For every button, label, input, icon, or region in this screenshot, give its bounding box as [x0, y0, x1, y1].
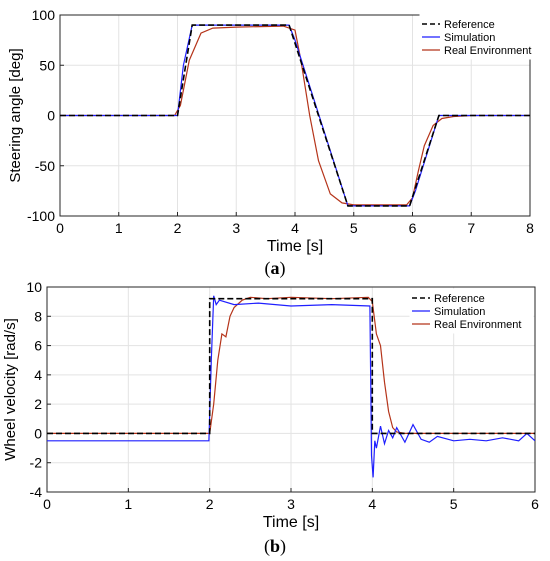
y-axis-label: Steering angle [deg] [7, 48, 24, 182]
x-tick-label: 5 [450, 496, 458, 512]
series-line-reference [60, 24, 530, 207]
x-tick-label: 6 [531, 496, 539, 512]
series-line-simulation [47, 295, 535, 478]
chart-a: 0 1 2 3 4 5 6 7 8 -100 -50 0 50 100 Time [s] Steering a… [7, 7, 534, 255]
legend-label: Real Environment [444, 45, 531, 57]
y-tick-label: -4 [30, 484, 43, 500]
legend-box [409, 288, 534, 334]
y-tick-label: 6 [34, 338, 42, 354]
x-tick-label: 3 [232, 220, 240, 236]
series-line-simulation [60, 24, 530, 207]
y-tick-label: 10 [26, 279, 42, 295]
series-line-real-environment [47, 296, 535, 434]
y-tick-label: -50 [35, 158, 55, 174]
x-tick-label: 4 [291, 220, 299, 236]
y-tick-label: 4 [34, 367, 42, 383]
x-tick-label: 1 [124, 496, 132, 512]
y-tick-label: 2 [34, 396, 42, 412]
x-tick-label: 7 [467, 220, 475, 236]
y-tick-label: 8 [34, 308, 42, 324]
x-tick-label: 2 [174, 220, 182, 236]
caption-a-label: a [270, 258, 280, 278]
y-tick-label: 50 [39, 57, 55, 73]
x-tick-label: 5 [350, 220, 358, 236]
series-line-reference [47, 297, 535, 435]
y-tick-label: -100 [27, 208, 55, 224]
caption-b-label: b [269, 536, 280, 556]
legend-label: Simulation [434, 306, 485, 318]
series-line-real-environment [60, 25, 530, 206]
y-tick-label: 0 [47, 108, 55, 124]
x-tick-label: 0 [56, 220, 64, 236]
x-axis-label: Time [s] [263, 514, 319, 531]
legend-label: Simulation [444, 32, 495, 44]
y-tick-label: 0 [34, 425, 42, 441]
legend-box [419, 14, 533, 60]
legend-label: Reference [434, 293, 485, 305]
x-tick-label: 8 [526, 220, 534, 236]
chart-b: 0 1 2 3 4 5 6 -4 -2 0 2 4 6 8 10 Time [s] Wheel velocity… [2, 279, 539, 531]
x-tick-label: 1 [115, 220, 123, 236]
y-tick-label: -2 [30, 455, 43, 471]
x-axis-label: Time [s] [267, 238, 323, 255]
y-axis-label: Wheel velocity [rad/s] [2, 318, 19, 461]
x-tick-label: 4 [368, 496, 376, 512]
caption-b: (b) [263, 536, 286, 556]
x-tick-label: 6 [409, 220, 417, 236]
caption-a: (a) [264, 258, 286, 278]
legend-label: Real Environment [434, 319, 521, 331]
legend-label: Reference [444, 19, 495, 31]
y-tick-label: 100 [32, 7, 56, 23]
x-tick-label: 0 [43, 496, 51, 512]
x-tick-label: 2 [206, 496, 214, 512]
x-tick-label: 3 [287, 496, 295, 512]
